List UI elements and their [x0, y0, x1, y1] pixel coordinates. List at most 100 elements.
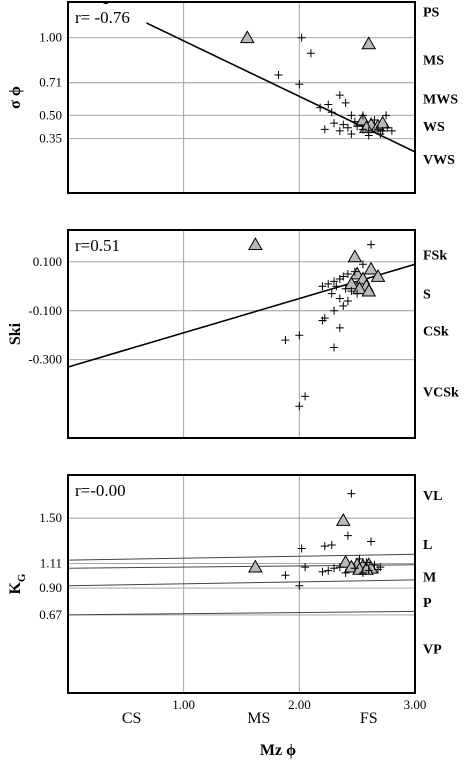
x-class-label: CS — [122, 710, 142, 727]
class-label: MS — [423, 53, 444, 68]
class-label: MWS — [423, 92, 458, 107]
plus-point — [295, 331, 304, 340]
plus-point — [343, 296, 352, 305]
plus-point — [343, 531, 352, 540]
plus-point — [281, 336, 290, 345]
triangle-point — [239, 30, 255, 44]
panel-2: 0.100 -0.100 -0.300 FSk S CSk VCSk r=0.51 Ski — [7, 229, 459, 439]
x-class-label: FS — [360, 710, 378, 727]
plus-point — [353, 289, 362, 298]
plus-point — [297, 544, 306, 553]
plus-point — [339, 120, 348, 129]
triangle-point — [361, 283, 377, 297]
plus-point — [364, 566, 373, 575]
plus-point — [281, 571, 290, 580]
plus-point — [335, 126, 344, 135]
y-tick-label: 1.50 — [39, 510, 62, 525]
plus-point — [350, 117, 359, 126]
plus-point — [370, 116, 379, 125]
plus-point — [306, 49, 315, 58]
class-boundary-line — [68, 553, 415, 561]
y-tick-label: -0.100 — [28, 303, 62, 318]
plus-point — [327, 540, 336, 549]
class-label: PS — [423, 5, 440, 20]
plus-point — [341, 284, 350, 293]
correlation-label: r=-0.00 — [75, 481, 126, 500]
class-label: VWS — [423, 153, 455, 168]
plus-point — [347, 111, 356, 120]
plus-point — [301, 563, 310, 572]
plus-point — [347, 287, 356, 296]
plus-point — [364, 131, 373, 140]
plus-point — [347, 489, 356, 498]
x-class-label: MS — [247, 710, 270, 727]
plus-point — [343, 123, 352, 132]
y-tick-label: 1.00 — [39, 30, 62, 45]
y-tick-label: 1.11 — [40, 556, 62, 571]
class-label: S — [423, 288, 431, 303]
plus-point — [335, 294, 344, 303]
plot-area — [68, 230, 415, 438]
plus-point — [295, 80, 304, 89]
plus-point — [335, 274, 344, 283]
plus-point — [324, 279, 333, 288]
triangle-point — [363, 261, 379, 275]
plus-point — [367, 240, 376, 249]
plot-area — [68, 2, 415, 193]
plus-point — [355, 554, 364, 563]
y-axis-title: σ ϕ — [7, 86, 24, 109]
correlation-label: r= -0.76 — [75, 8, 130, 27]
triangle-point — [335, 512, 351, 526]
triangle-point — [347, 249, 363, 263]
plus-point — [339, 301, 348, 310]
plus-point — [343, 270, 352, 279]
plus-point — [301, 392, 310, 401]
class-label: M — [423, 570, 436, 585]
plus-point — [332, 282, 341, 291]
plot-frame — [67, 229, 416, 439]
plus-point — [358, 568, 367, 577]
panel-1: 1.00 0.71 0.50 0.35 PS MS MWS WS VWS r= -0.76 σ ϕ — [7, 1, 458, 194]
y-tick-label: 0.35 — [39, 131, 62, 146]
plus-point — [350, 267, 359, 276]
y-tick-label: 0.100 — [33, 254, 62, 269]
y-axis-title: Ski — [7, 322, 24, 345]
x-axis: 1.00 2.00 3.00 CS MS FS Mz ϕ — [122, 697, 427, 759]
plus-point — [324, 566, 333, 575]
class-label: WS — [423, 120, 445, 135]
class-boundary-line — [68, 579, 415, 587]
plus-point — [274, 70, 283, 79]
correlation-box — [70, 232, 130, 258]
plus-point — [320, 542, 329, 551]
plus-point — [330, 343, 339, 352]
plus-point — [341, 98, 350, 107]
plus-point — [373, 125, 382, 134]
plus-point — [335, 563, 344, 572]
class-label: FSk — [423, 248, 447, 263]
plus-point — [295, 581, 304, 590]
plus-point — [335, 91, 344, 100]
x-tick-label: 1.00 — [172, 697, 195, 712]
class-label: L — [423, 538, 432, 553]
x-axis-title: Mz ϕ — [260, 742, 296, 759]
plus-point — [295, 402, 304, 411]
plus-point — [350, 564, 359, 573]
triangle-point — [370, 268, 386, 282]
plus-point — [362, 558, 371, 567]
class-label: CSk — [423, 324, 449, 339]
panel-3: 1.50 1.11 0.90 0.67 VL L MP VP r=-0.00 KG — [7, 474, 442, 694]
x-tick-label: 2.00 — [288, 697, 311, 712]
plus-point — [327, 108, 336, 117]
y-tick-label: 0.50 — [39, 107, 62, 122]
plus-point — [347, 129, 356, 138]
plus-point — [367, 537, 376, 546]
class-label: VL — [423, 489, 442, 504]
y-tick-label: -0.300 — [28, 352, 62, 367]
plus-point — [318, 282, 327, 291]
plot-frame — [67, 474, 416, 694]
plus-point — [318, 567, 327, 576]
y-axis-title: KG — [7, 573, 28, 594]
class-boundary-line — [68, 610, 415, 616]
correlation-box — [70, 4, 147, 30]
y-tick-label: 0.90 — [39, 580, 62, 595]
